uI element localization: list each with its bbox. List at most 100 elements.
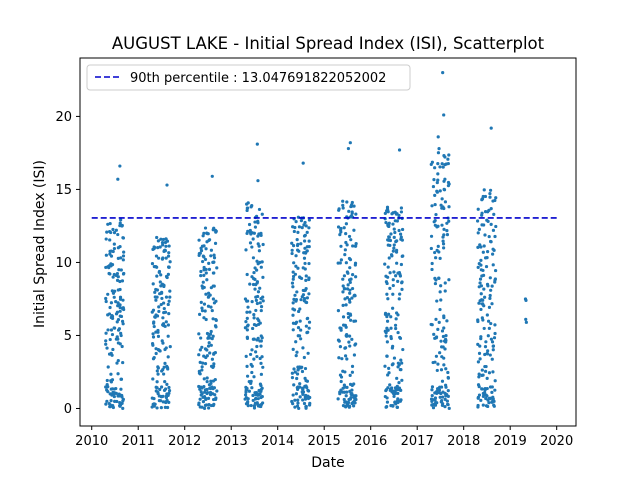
scatter-point bbox=[202, 302, 207, 306]
scatter-point bbox=[487, 234, 491, 239]
scatter-point bbox=[388, 271, 392, 275]
scatter-point bbox=[433, 166, 437, 170]
scatter-point bbox=[433, 218, 437, 223]
scatter-point bbox=[210, 308, 214, 313]
scatter-point bbox=[257, 244, 261, 248]
scatter-point bbox=[305, 296, 309, 300]
scatter-point bbox=[338, 390, 342, 394]
scatter-point bbox=[439, 339, 443, 343]
scatter-point bbox=[156, 372, 160, 376]
scatter-point-peak bbox=[442, 113, 446, 117]
scatter-point bbox=[116, 317, 121, 322]
scatter-point bbox=[164, 274, 169, 279]
scatter-point bbox=[391, 404, 395, 408]
scatter-point bbox=[491, 395, 495, 399]
scatter-point bbox=[207, 334, 211, 338]
scatter-point bbox=[214, 318, 218, 322]
scatter-point bbox=[168, 295, 172, 299]
scatter-point bbox=[483, 388, 487, 392]
scatter-point bbox=[160, 385, 164, 389]
scatter-point bbox=[482, 326, 486, 331]
scatter-point bbox=[250, 300, 254, 304]
scatter-point bbox=[445, 221, 449, 225]
scatter-point bbox=[204, 403, 209, 407]
scatter-point bbox=[433, 281, 438, 286]
scatter-point bbox=[118, 309, 122, 313]
scatter-point bbox=[158, 387, 162, 392]
scatter-point bbox=[477, 393, 482, 397]
scatter-point bbox=[120, 319, 125, 323]
scatter-point bbox=[119, 387, 123, 391]
scatter-point bbox=[344, 303, 348, 307]
scatter-point bbox=[165, 382, 169, 386]
scatter-point bbox=[252, 231, 256, 235]
scatter-point bbox=[253, 397, 258, 401]
scatter-point bbox=[155, 295, 159, 299]
scatter-point bbox=[300, 295, 304, 299]
scatter-point bbox=[482, 188, 486, 192]
scatter-point bbox=[445, 319, 449, 323]
scatter-point bbox=[352, 395, 356, 399]
scatter-point bbox=[291, 393, 295, 397]
scatter-point bbox=[163, 405, 167, 410]
scatter-point bbox=[299, 219, 304, 223]
scatter-point bbox=[198, 397, 202, 401]
scatter-point bbox=[447, 205, 451, 209]
scatter-point bbox=[304, 250, 308, 254]
scatter-point bbox=[434, 335, 439, 339]
scatter-point bbox=[207, 238, 212, 242]
scatter-point bbox=[385, 400, 390, 404]
scatter-point bbox=[435, 368, 439, 373]
scatter-point bbox=[391, 249, 395, 253]
scatter-point bbox=[295, 350, 299, 354]
scatter-point bbox=[488, 191, 492, 196]
scatter-point bbox=[487, 396, 491, 401]
scatter-point bbox=[197, 332, 201, 336]
scatter-point bbox=[211, 297, 215, 301]
scatter-point bbox=[349, 238, 353, 242]
scatter-point bbox=[167, 265, 171, 269]
scatter-point bbox=[342, 390, 347, 394]
scatter-point bbox=[394, 326, 398, 331]
scatter-point bbox=[391, 222, 395, 226]
scatter-point bbox=[121, 360, 125, 365]
scatter-point bbox=[201, 254, 205, 258]
scatter-point bbox=[251, 282, 256, 287]
scatter-point bbox=[396, 365, 400, 369]
scatter-point bbox=[245, 310, 249, 314]
scatter-point bbox=[430, 385, 435, 389]
scatter-point bbox=[116, 341, 120, 345]
scatter-point bbox=[294, 320, 299, 324]
scatter-point bbox=[345, 357, 349, 361]
scatter-point bbox=[399, 262, 403, 267]
scatter-point bbox=[199, 269, 203, 274]
scatter-point bbox=[121, 236, 125, 240]
scatter-point bbox=[255, 354, 259, 359]
scatter-point bbox=[386, 265, 390, 269]
scatter-point bbox=[483, 295, 487, 299]
scatter-point bbox=[253, 225, 257, 229]
scatter-point bbox=[480, 274, 484, 278]
scatter-point bbox=[350, 210, 354, 214]
scatter-point bbox=[440, 379, 445, 383]
scatter-point bbox=[212, 256, 217, 260]
scatter-point bbox=[389, 253, 394, 257]
scatter-point bbox=[446, 370, 450, 375]
scatter-point bbox=[259, 389, 263, 393]
scatter-point bbox=[386, 386, 390, 390]
scatter-point bbox=[245, 231, 249, 236]
scatter-point bbox=[479, 258, 483, 262]
scatter-point bbox=[291, 225, 295, 229]
scatter-point bbox=[259, 297, 263, 301]
scatter-point bbox=[243, 393, 248, 397]
scatter-point bbox=[345, 390, 349, 394]
scatter-point bbox=[110, 353, 114, 357]
scatter-point bbox=[436, 362, 440, 366]
scatter-point bbox=[203, 390, 207, 394]
scatter-point bbox=[111, 405, 115, 410]
scatter-point bbox=[391, 292, 395, 296]
scatter-point bbox=[303, 397, 308, 401]
scatter-point bbox=[490, 385, 494, 389]
scatter-point bbox=[387, 366, 391, 371]
